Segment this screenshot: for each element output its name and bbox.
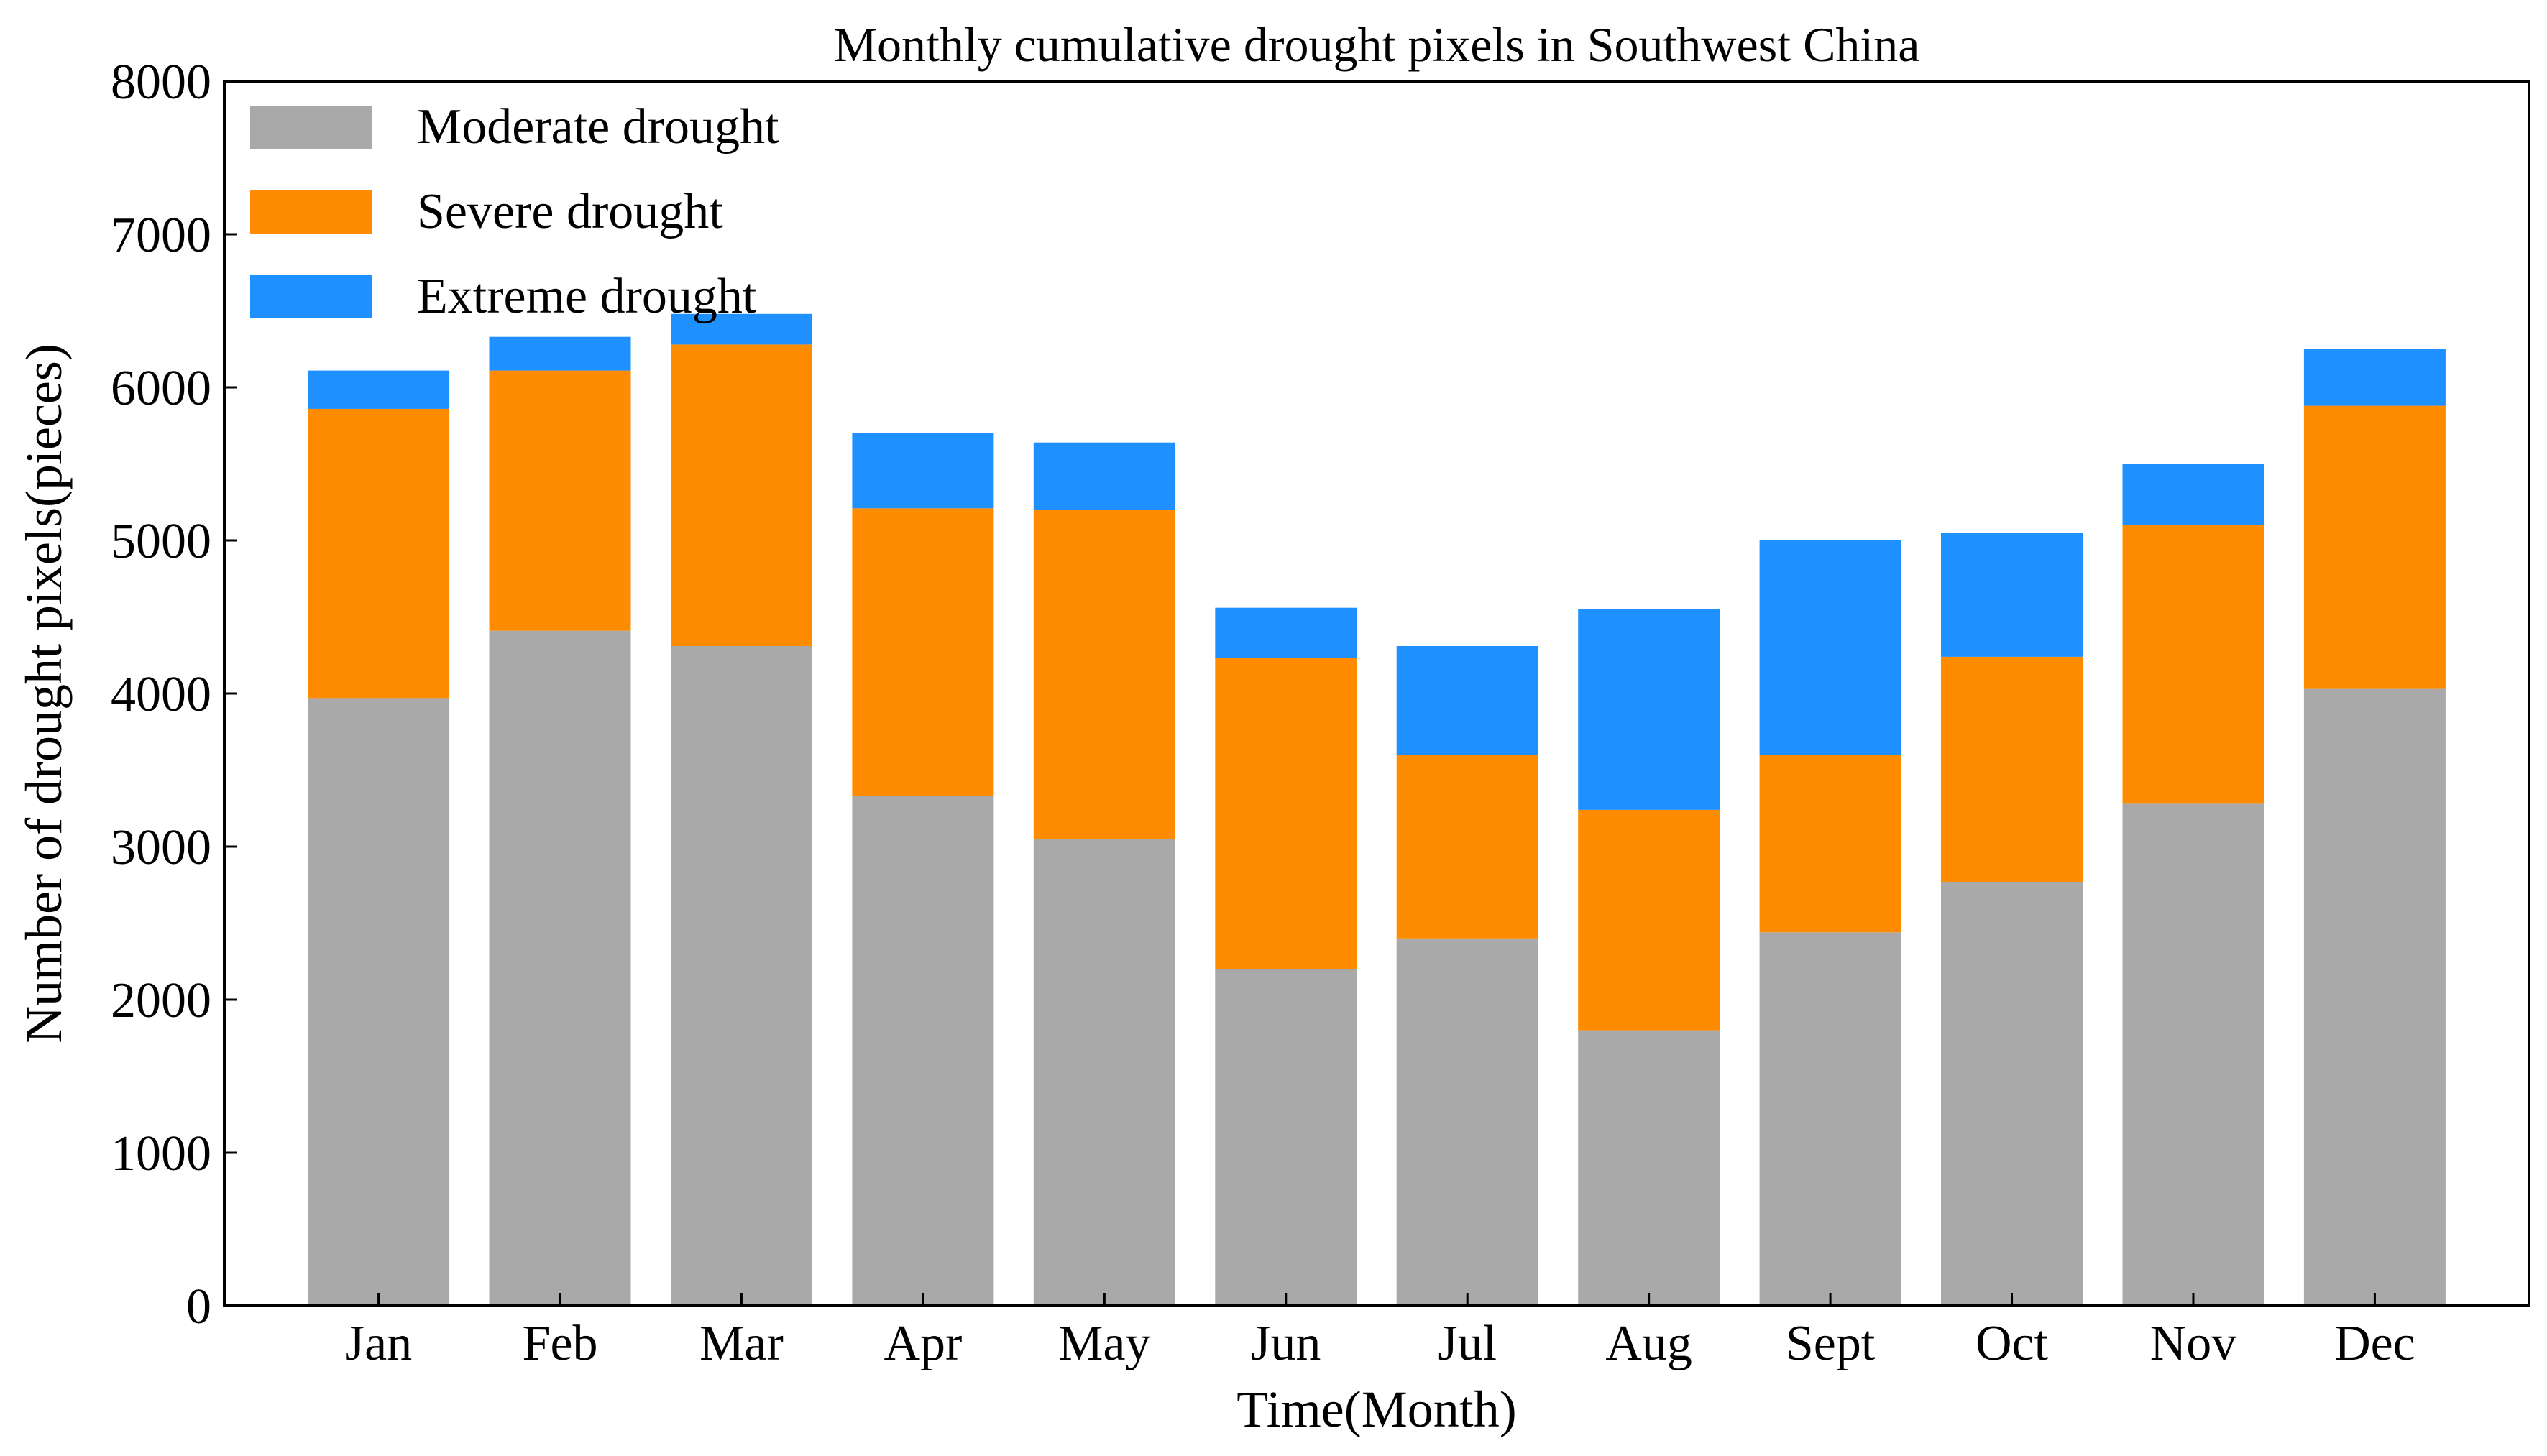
legend-label: Extreme drought: [417, 269, 757, 324]
y-tick-label: 4000: [111, 667, 211, 722]
y-axis-label: Number of drought pixels(pieces): [15, 344, 73, 1043]
y-tick-label: 5000: [111, 514, 211, 569]
y-tick-label: 2000: [111, 973, 211, 1028]
bar-moderate-drought-aug: [1578, 1030, 1720, 1306]
bar-severe-drought-may: [1033, 510, 1175, 839]
y-tick-label: 7000: [111, 208, 211, 263]
bar-severe-drought-jul: [1396, 755, 1538, 939]
bar-moderate-drought-dec: [2303, 688, 2446, 1306]
bar-severe-drought-nov: [2122, 525, 2264, 804]
bar-severe-drought-sept: [1759, 755, 1901, 933]
bar-extreme-drought-mar: [671, 313, 812, 345]
legend: Moderate drought Severe drought Extreme dr…: [250, 99, 779, 324]
legend-swatch-moderate-drought: [250, 106, 372, 149]
bar-moderate-drought-jul: [1396, 938, 1538, 1306]
bar-severe-drought-feb: [489, 370, 631, 631]
legend-label: Severe drought: [417, 184, 723, 239]
bar-severe-drought-jun: [1215, 658, 1357, 969]
bar-severe-drought-apr: [852, 508, 994, 796]
y-tick-label: 3000: [111, 820, 211, 875]
bar-moderate-drought-feb: [489, 630, 631, 1306]
bar-moderate-drought-may: [1033, 839, 1175, 1306]
x-tick-label: Mar: [699, 1316, 784, 1371]
bar-moderate-drought-oct: [1941, 882, 2083, 1306]
x-tick-label: Jan: [345, 1316, 412, 1371]
bar-extreme-drought-apr: [852, 433, 994, 509]
bar-extreme-drought-feb: [489, 336, 631, 371]
bar-severe-drought-dec: [2303, 405, 2446, 689]
bar-moderate-drought-nov: [2122, 803, 2264, 1306]
x-tick-label: Aug: [1605, 1316, 1692, 1371]
bar-severe-drought-oct: [1941, 656, 2083, 882]
y-tick-label: 1000: [111, 1126, 211, 1181]
bar-extreme-drought-dec: [2303, 349, 2446, 406]
bars-layer: [308, 313, 2446, 1306]
bar-extreme-drought-may: [1033, 442, 1175, 510]
x-tick-label: Feb: [523, 1316, 598, 1371]
bar-moderate-drought-jun: [1215, 969, 1357, 1306]
x-tick-label: Dec: [2334, 1316, 2415, 1371]
bar-extreme-drought-aug: [1578, 609, 1720, 810]
x-axis: Jan Feb Mar Apr May Jun Jul Aug Sept Oct Nov Dec: [345, 1293, 2415, 1371]
x-axis-label: Time(Month): [1236, 1381, 1516, 1438]
bar-severe-drought-mar: [671, 344, 812, 646]
y-axis: 0 1000 2000 3000 4000 5000 6000 7000 8000: [111, 55, 237, 1335]
x-tick-label: Nov: [2150, 1316, 2237, 1371]
y-tick-label: 0: [186, 1279, 211, 1335]
bar-moderate-drought-sept: [1759, 932, 1901, 1306]
x-tick-label: Jul: [1438, 1316, 1497, 1371]
bar-extreme-drought-sept: [1759, 540, 1901, 755]
x-tick-label: Sept: [1786, 1316, 1876, 1371]
y-tick-label: 8000: [111, 55, 211, 110]
y-tick-label: 6000: [111, 361, 211, 416]
bar-extreme-drought-jul: [1396, 646, 1538, 755]
legend-swatch-severe-drought: [250, 190, 372, 234]
chart-title: Monthly cumulative drought pixels in Sou…: [833, 17, 1919, 72]
bar-extreme-drought-jun: [1215, 607, 1357, 658]
bar-extreme-drought-jan: [308, 370, 450, 409]
bar-extreme-drought-nov: [2122, 464, 2264, 525]
x-tick-label: Jun: [1251, 1316, 1321, 1371]
x-tick-label: Apr: [884, 1316, 962, 1371]
bar-severe-drought-aug: [1578, 809, 1720, 1031]
x-tick-label: Oct: [1975, 1316, 2049, 1371]
bar-moderate-drought-jan: [308, 698, 450, 1306]
bar-moderate-drought-mar: [671, 646, 812, 1306]
bar-severe-drought-jan: [308, 408, 450, 699]
legend-label: Moderate drought: [417, 99, 779, 155]
x-tick-label: May: [1058, 1316, 1150, 1371]
bar-extreme-drought-oct: [1941, 533, 2083, 657]
legend-swatch-extreme-drought: [250, 275, 372, 318]
bar-moderate-drought-apr: [852, 796, 994, 1306]
